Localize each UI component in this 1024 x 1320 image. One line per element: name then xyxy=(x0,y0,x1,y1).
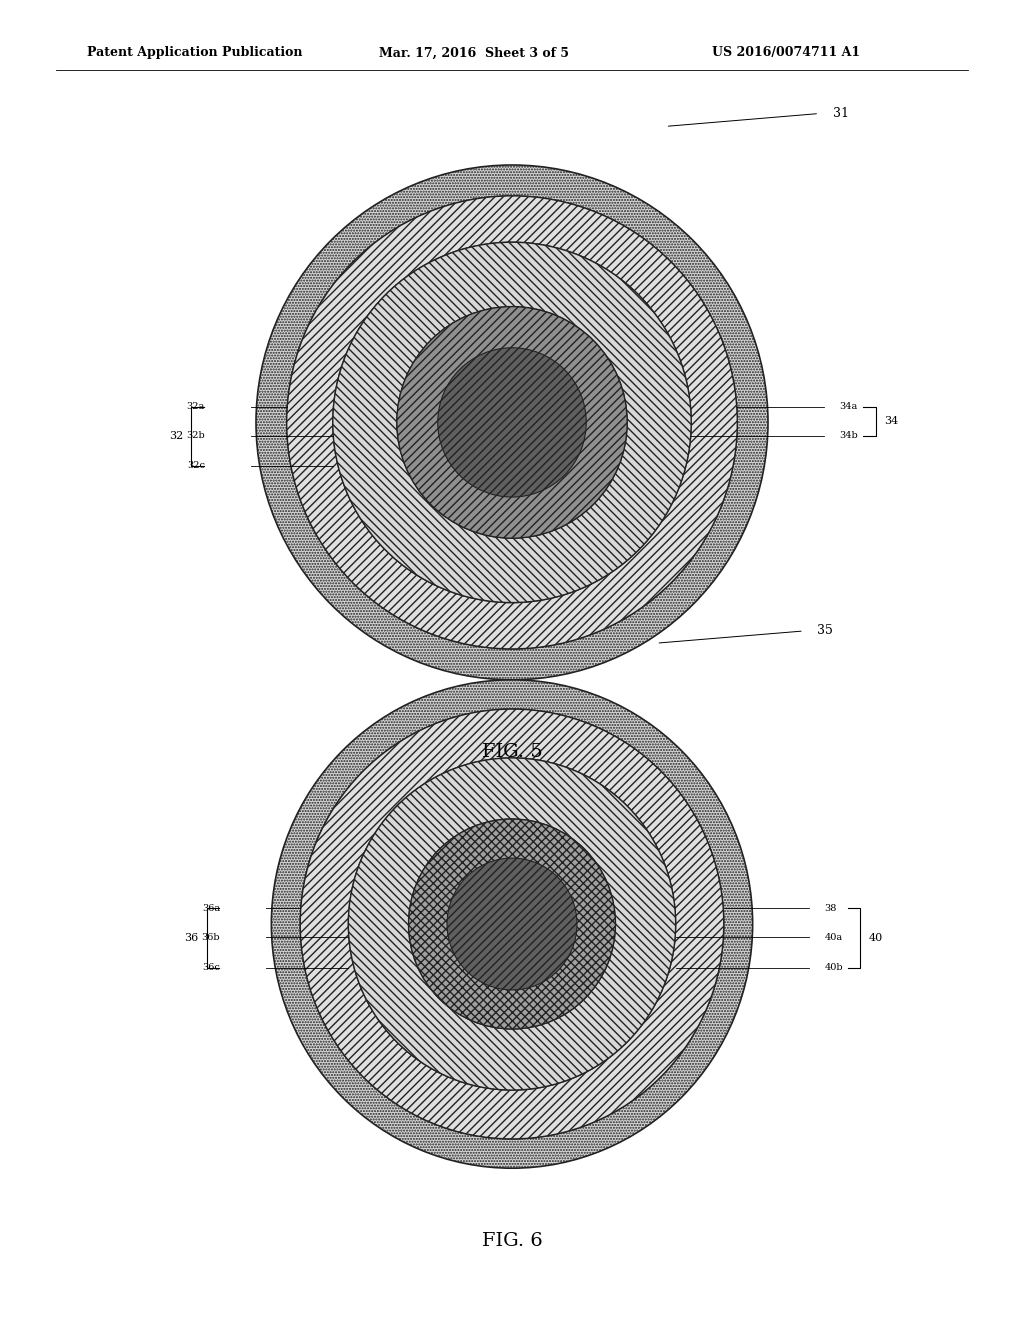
Text: FIG. 6: FIG. 6 xyxy=(481,1232,543,1250)
Text: 32b: 32b xyxy=(186,432,205,440)
Text: 40: 40 xyxy=(868,933,883,942)
Ellipse shape xyxy=(287,195,737,649)
Text: 36b: 36b xyxy=(202,933,220,941)
Ellipse shape xyxy=(409,818,615,1030)
Text: 34b: 34b xyxy=(840,432,858,440)
Ellipse shape xyxy=(300,709,724,1139)
Text: 35: 35 xyxy=(817,624,834,638)
Ellipse shape xyxy=(256,165,768,680)
Text: 34: 34 xyxy=(884,416,898,426)
Ellipse shape xyxy=(287,195,737,649)
Ellipse shape xyxy=(397,306,627,539)
Text: 36c: 36c xyxy=(203,964,220,972)
Text: US 2016/0074711 A1: US 2016/0074711 A1 xyxy=(712,46,860,59)
Text: FIG. 5: FIG. 5 xyxy=(481,743,543,762)
Text: 31: 31 xyxy=(833,107,849,120)
Text: 40a: 40a xyxy=(824,933,843,941)
Ellipse shape xyxy=(271,680,753,1168)
Ellipse shape xyxy=(333,243,691,602)
Text: 38: 38 xyxy=(824,904,837,912)
Ellipse shape xyxy=(300,709,724,1139)
Text: 32a: 32a xyxy=(186,403,205,411)
Text: 36: 36 xyxy=(184,933,199,942)
Ellipse shape xyxy=(333,243,691,602)
Text: 34a: 34a xyxy=(840,403,858,411)
Ellipse shape xyxy=(438,347,586,498)
Ellipse shape xyxy=(409,818,615,1030)
Ellipse shape xyxy=(348,758,676,1090)
Text: Mar. 17, 2016  Sheet 3 of 5: Mar. 17, 2016 Sheet 3 of 5 xyxy=(379,46,569,59)
Ellipse shape xyxy=(447,858,577,990)
Text: 36a: 36a xyxy=(202,904,220,912)
Text: 32c: 32c xyxy=(186,462,205,470)
Text: 32: 32 xyxy=(169,432,183,441)
Text: 40b: 40b xyxy=(824,964,843,972)
Text: Patent Application Publication: Patent Application Publication xyxy=(87,46,302,59)
Ellipse shape xyxy=(348,758,676,1090)
Ellipse shape xyxy=(397,306,627,539)
